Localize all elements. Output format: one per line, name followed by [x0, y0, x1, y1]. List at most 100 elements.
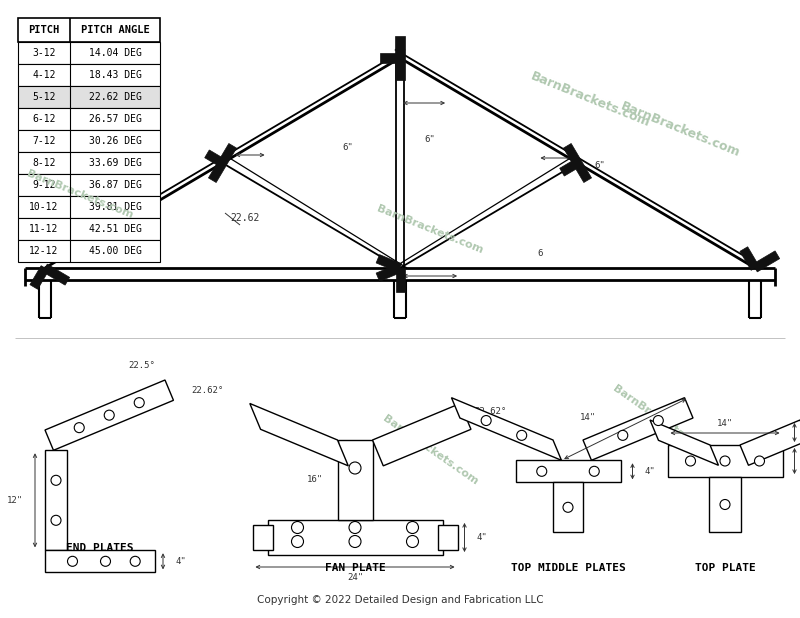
Polygon shape — [560, 159, 580, 176]
Text: 11-12: 11-12 — [30, 224, 58, 234]
Text: 6": 6" — [342, 143, 354, 153]
Circle shape — [654, 415, 663, 426]
Polygon shape — [209, 143, 237, 182]
Text: 8-12: 8-12 — [32, 158, 56, 168]
Text: PITCH: PITCH — [28, 25, 60, 35]
Bar — [18, 86, 160, 108]
Bar — [18, 174, 160, 196]
Text: BarnBrackets.com: BarnBrackets.com — [381, 413, 479, 487]
Text: BarnBrackets.com: BarnBrackets.com — [375, 204, 485, 256]
Polygon shape — [267, 520, 442, 555]
Text: 33.69 DEG: 33.69 DEG — [89, 158, 142, 168]
Bar — [18, 64, 160, 86]
Text: 22.62: 22.62 — [230, 213, 259, 223]
Text: 5-12: 5-12 — [32, 92, 56, 102]
Circle shape — [563, 502, 573, 512]
Text: 6": 6" — [594, 161, 606, 169]
Bar — [18, 152, 160, 174]
Circle shape — [349, 536, 361, 548]
Polygon shape — [250, 404, 348, 466]
Polygon shape — [650, 420, 718, 465]
Polygon shape — [253, 525, 273, 550]
Text: BarnBrackets.com: BarnBrackets.com — [26, 169, 134, 221]
Text: BarnBrackets.com: BarnBrackets.com — [528, 70, 652, 130]
Bar — [18, 18, 160, 42]
Circle shape — [590, 467, 599, 476]
Text: 39.81 DEG: 39.81 DEG — [89, 202, 142, 212]
Text: 4": 4" — [175, 557, 186, 566]
Text: 22.5°: 22.5° — [128, 362, 155, 371]
Text: 22.62°: 22.62° — [474, 407, 506, 416]
Polygon shape — [380, 53, 400, 63]
Circle shape — [67, 556, 78, 566]
Text: 18.43 DEG: 18.43 DEG — [89, 70, 142, 80]
Text: 6-12: 6-12 — [32, 114, 56, 124]
Text: 12": 12" — [7, 496, 23, 505]
Text: BarnBrackets.com: BarnBrackets.com — [618, 100, 742, 160]
Bar — [18, 196, 160, 218]
Text: 14.04 DEG: 14.04 DEG — [89, 48, 142, 58]
Text: 14": 14" — [580, 413, 596, 423]
Circle shape — [754, 456, 765, 466]
Text: 36.87 DEG: 36.87 DEG — [89, 180, 142, 190]
Polygon shape — [338, 440, 373, 520]
Polygon shape — [563, 143, 591, 182]
Circle shape — [134, 397, 144, 408]
Text: 6": 6" — [425, 135, 435, 145]
Circle shape — [720, 499, 730, 509]
Bar — [18, 218, 160, 240]
Polygon shape — [753, 251, 780, 272]
Circle shape — [104, 410, 114, 420]
Text: 24": 24" — [347, 572, 363, 582]
Circle shape — [517, 430, 526, 441]
Polygon shape — [205, 150, 225, 167]
Polygon shape — [438, 525, 458, 550]
Polygon shape — [709, 477, 741, 532]
Polygon shape — [45, 451, 67, 550]
Polygon shape — [583, 398, 693, 460]
Bar — [18, 108, 160, 130]
Text: 22.62 DEG: 22.62 DEG — [89, 92, 142, 102]
Text: 26.57 DEG: 26.57 DEG — [89, 114, 142, 124]
Circle shape — [291, 536, 303, 548]
Bar — [18, 130, 160, 152]
Circle shape — [51, 515, 61, 525]
Text: 7-12: 7-12 — [32, 136, 56, 146]
Text: Copyright © 2022 Detailed Design and Fabrication LLC: Copyright © 2022 Detailed Design and Fab… — [257, 595, 543, 605]
Polygon shape — [740, 247, 759, 270]
Polygon shape — [553, 482, 583, 532]
Polygon shape — [42, 264, 70, 285]
Text: 12-12: 12-12 — [30, 246, 58, 256]
Circle shape — [101, 556, 110, 566]
Circle shape — [481, 415, 491, 426]
Text: 14": 14" — [717, 418, 733, 428]
Circle shape — [349, 462, 361, 474]
Text: 16": 16" — [306, 475, 322, 485]
Polygon shape — [373, 404, 471, 466]
Polygon shape — [740, 420, 800, 465]
Text: FAN PLATE: FAN PLATE — [325, 563, 386, 573]
Text: BarnBrackets.com: BarnBrackets.com — [610, 383, 710, 457]
Text: 42.51 DEG: 42.51 DEG — [89, 224, 142, 234]
Polygon shape — [376, 255, 402, 272]
Circle shape — [618, 430, 628, 441]
Circle shape — [406, 522, 418, 533]
Circle shape — [686, 456, 695, 466]
Polygon shape — [395, 36, 405, 80]
Polygon shape — [45, 380, 174, 451]
Text: 3-12: 3-12 — [32, 48, 56, 58]
Bar — [18, 240, 160, 262]
Text: 22.62°: 22.62° — [191, 386, 224, 395]
Circle shape — [51, 475, 61, 485]
Polygon shape — [395, 268, 405, 292]
Polygon shape — [451, 398, 562, 460]
Text: TOP PLATE: TOP PLATE — [694, 563, 755, 573]
Text: PITCH ANGLE: PITCH ANGLE — [81, 25, 150, 35]
Circle shape — [74, 423, 84, 433]
Circle shape — [291, 522, 303, 533]
Text: 30.26 DEG: 30.26 DEG — [89, 136, 142, 146]
Text: 6: 6 — [538, 248, 542, 258]
Text: 4": 4" — [645, 467, 655, 476]
Circle shape — [537, 467, 546, 476]
Circle shape — [349, 522, 361, 533]
